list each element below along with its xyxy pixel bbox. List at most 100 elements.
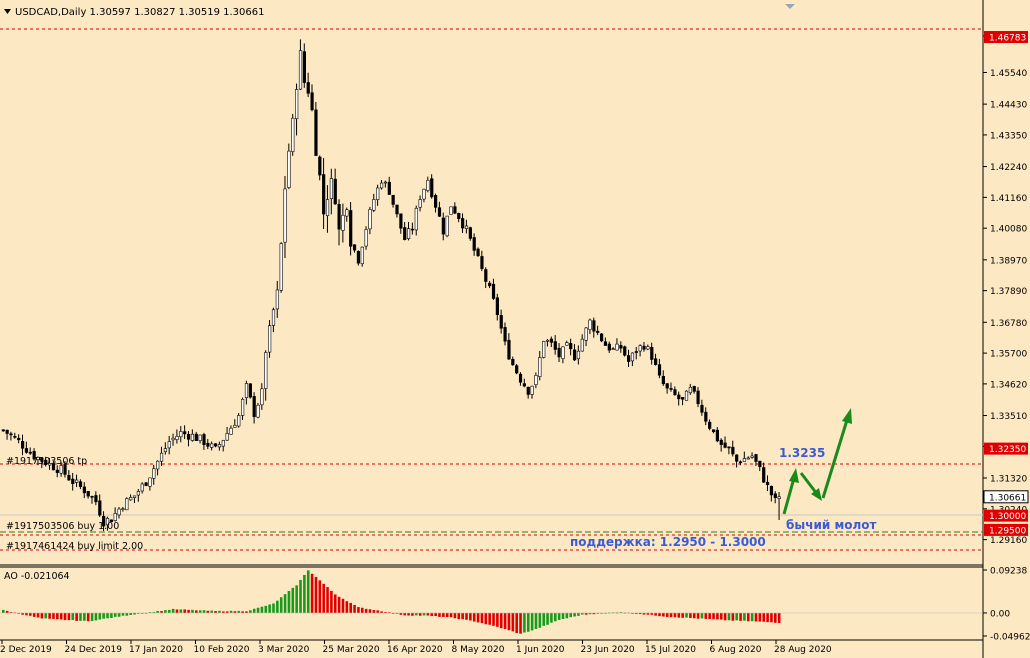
time-tick-label: 15 Jul 2020 bbox=[645, 645, 696, 655]
ao-bar bbox=[160, 611, 163, 613]
candle-body bbox=[183, 431, 187, 435]
ao-bar bbox=[121, 612, 125, 616]
forecast-arrow-up-2 bbox=[821, 419, 849, 499]
candle-body bbox=[337, 204, 341, 230]
order-label-tp[interactable]: #1917503506 tp bbox=[6, 456, 87, 467]
time-tick-label: 1 Jun 2020 bbox=[516, 645, 565, 655]
ao-bar bbox=[770, 612, 773, 623]
ao-bar bbox=[472, 612, 476, 622]
candle-body bbox=[221, 440, 225, 447]
price-tick-label: 1.29160 bbox=[990, 536, 1027, 546]
ao-bar bbox=[360, 607, 364, 613]
ao-bar bbox=[499, 612, 503, 629]
price-tick-label: 1.45540 bbox=[990, 69, 1027, 79]
candle-body bbox=[661, 375, 665, 385]
candle-body bbox=[214, 443, 218, 447]
price-tag-box bbox=[984, 523, 1028, 536]
candle-body bbox=[437, 207, 442, 217]
candle-body bbox=[584, 327, 588, 341]
candle-body bbox=[237, 415, 241, 427]
ao-bar bbox=[445, 612, 449, 617]
candle-body bbox=[603, 341, 608, 346]
candle-body bbox=[167, 441, 171, 449]
chart-shift-marker-icon[interactable] bbox=[785, 4, 795, 9]
ao-bar bbox=[357, 607, 360, 613]
price-tag-label: 1.30000 bbox=[989, 512, 1026, 522]
ao-bar bbox=[411, 612, 414, 616]
ao-bar bbox=[21, 612, 24, 615]
candle-body bbox=[325, 199, 330, 217]
ao-bar bbox=[723, 612, 727, 621]
arrow-head-icon bbox=[789, 468, 799, 483]
ao-bar bbox=[712, 612, 715, 620]
ao-bar bbox=[743, 612, 746, 621]
ao-bar bbox=[692, 612, 696, 619]
ao-bar bbox=[222, 611, 225, 613]
ao-bar bbox=[774, 612, 777, 623]
order-label-buy-limit[interactable]: #1917461424 buy limit 2.00 bbox=[6, 541, 143, 552]
ao-bar bbox=[148, 612, 152, 613]
candle-body bbox=[634, 351, 638, 353]
candle-body bbox=[383, 181, 388, 184]
candle-body bbox=[387, 181, 391, 195]
ao-bar bbox=[90, 612, 94, 622]
candle-body bbox=[657, 364, 662, 376]
ao-bar bbox=[140, 612, 144, 614]
candle-body bbox=[650, 347, 654, 360]
candle-body bbox=[152, 468, 156, 479]
candle-body bbox=[453, 206, 457, 214]
candle-body bbox=[518, 373, 523, 383]
ao-bar bbox=[708, 612, 711, 620]
ao-bar bbox=[465, 612, 468, 620]
candle-body bbox=[742, 458, 747, 462]
ao-bar bbox=[430, 612, 434, 616]
dropdown-triangle-icon[interactable] bbox=[4, 9, 11, 14]
order-label-buy[interactable]: #1917503506 buy 1.00 bbox=[6, 521, 119, 532]
time-tick-label: 16 Apr 2020 bbox=[387, 645, 443, 655]
candle-body bbox=[565, 342, 569, 346]
ao-bar bbox=[596, 612, 600, 614]
candle-body bbox=[1, 429, 5, 432]
time-axis: 2 Dec 2019 24 Dec 2019 17 Jan 2020 10 Feb 2… bbox=[0, 640, 832, 655]
ao-bar bbox=[731, 612, 735, 621]
candle-body bbox=[406, 228, 411, 240]
price-tick-label: 1.33510 bbox=[990, 412, 1027, 422]
candle-body bbox=[233, 424, 237, 428]
price-tick-label: 1.41160 bbox=[990, 194, 1027, 204]
ao-bar bbox=[225, 611, 229, 613]
ao-bar bbox=[480, 612, 484, 624]
ao-bar bbox=[272, 603, 275, 613]
ao-bar bbox=[202, 610, 206, 613]
candle-body bbox=[314, 109, 318, 156]
ao-bar bbox=[260, 606, 264, 613]
candle-body bbox=[441, 217, 445, 235]
ao-bar bbox=[758, 612, 762, 622]
candle-body bbox=[163, 448, 168, 452]
candle-body bbox=[28, 451, 32, 454]
candle-body bbox=[711, 429, 716, 433]
price-tag-label: 1.29500 bbox=[989, 526, 1026, 536]
time-tick-label: 3 Mar 2020 bbox=[258, 645, 310, 655]
ao-bar bbox=[171, 608, 175, 613]
time-tick-label: 10 Feb 2020 bbox=[194, 645, 250, 655]
time-tick-label: 8 May 2020 bbox=[452, 645, 505, 655]
ao-bar bbox=[56, 612, 59, 620]
candle-body bbox=[349, 210, 353, 247]
ao-bar bbox=[333, 594, 337, 613]
candle-body bbox=[71, 478, 75, 485]
ao-bar bbox=[669, 612, 673, 618]
candle-body bbox=[769, 485, 774, 496]
ao-bar bbox=[534, 612, 538, 629]
price-tag-box bbox=[984, 509, 1028, 522]
price-tick-label: 1.37890 bbox=[990, 287, 1027, 297]
candle-body bbox=[345, 209, 349, 217]
ao-bar bbox=[735, 612, 738, 621]
candle-body bbox=[673, 389, 677, 395]
candle-body bbox=[596, 330, 600, 333]
candle-body bbox=[557, 347, 561, 358]
ao-bar bbox=[264, 605, 268, 613]
ao-bar bbox=[345, 601, 349, 613]
candle-body bbox=[341, 214, 345, 231]
ao-tick-label: -0.049623 bbox=[990, 633, 1030, 643]
